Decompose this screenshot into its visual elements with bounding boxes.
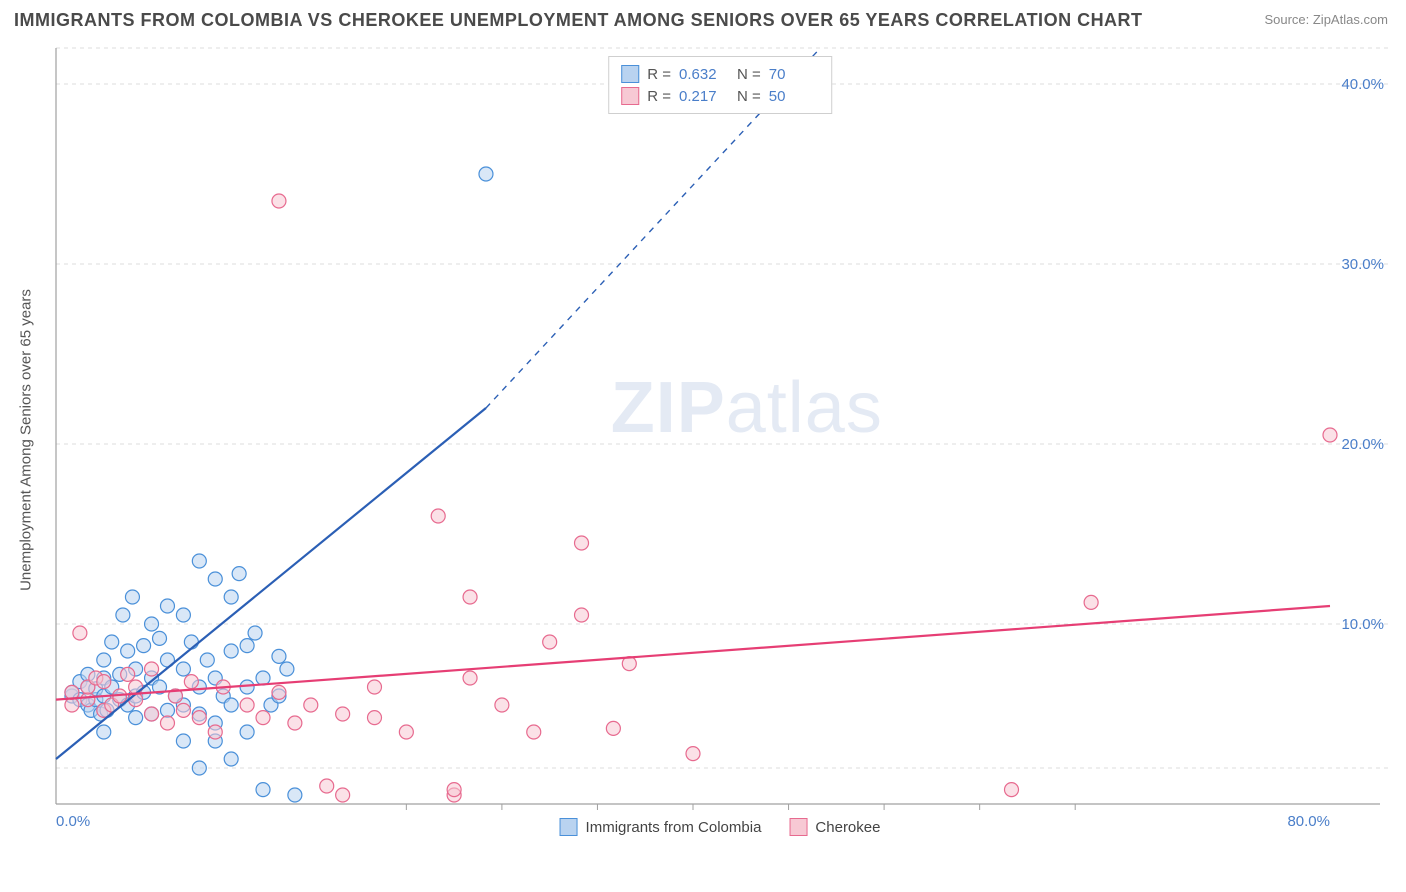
r-label: R = — [647, 66, 671, 83]
y-axis-label: Unemployment Among Seniors over 65 years — [18, 289, 35, 591]
svg-text:80.0%: 80.0% — [1287, 813, 1330, 830]
chart-title: IMMIGRANTS FROM COLOMBIA VS CHEROKEE UNE… — [14, 10, 1143, 31]
svg-text:30.0%: 30.0% — [1341, 256, 1384, 273]
svg-text:0.0%: 0.0% — [56, 813, 90, 830]
legend-item-cherokee: Cherokee — [789, 818, 880, 836]
legend-label: Immigrants from Colombia — [586, 819, 762, 836]
r-value-colombia: 0.632 — [679, 66, 729, 83]
n-label: N = — [737, 66, 761, 83]
swatch-colombia — [621, 65, 639, 83]
r-label: R = — [647, 88, 671, 105]
svg-text:20.0%: 20.0% — [1341, 436, 1384, 453]
correlation-legend: R = 0.632 N = 70 R = 0.217 N = 50 — [608, 56, 832, 114]
legend-row-colombia: R = 0.632 N = 70 — [621, 63, 819, 85]
legend-label: Cherokee — [815, 819, 880, 836]
legend-item-colombia: Immigrants from Colombia — [560, 818, 762, 836]
r-value-cherokee: 0.217 — [679, 88, 729, 105]
source-attribution: Source: ZipAtlas.com — [1264, 12, 1388, 27]
n-value-colombia: 70 — [769, 66, 819, 83]
n-value-cherokee: 50 — [769, 88, 819, 105]
n-label: N = — [737, 88, 761, 105]
scatter-plot: 0.0% 80.0% 10.0% 20.0% 30.0% 40.0% — [50, 40, 1390, 840]
svg-text:10.0%: 10.0% — [1341, 616, 1384, 633]
chart-area: Unemployment Among Seniors over 65 years… — [50, 40, 1390, 840]
legend-row-cherokee: R = 0.217 N = 50 — [621, 85, 819, 107]
svg-text:40.0%: 40.0% — [1341, 76, 1384, 93]
series-legend: Immigrants from Colombia Cherokee — [560, 818, 881, 836]
swatch-cherokee — [789, 818, 807, 836]
swatch-colombia — [560, 818, 578, 836]
swatch-cherokee — [621, 87, 639, 105]
